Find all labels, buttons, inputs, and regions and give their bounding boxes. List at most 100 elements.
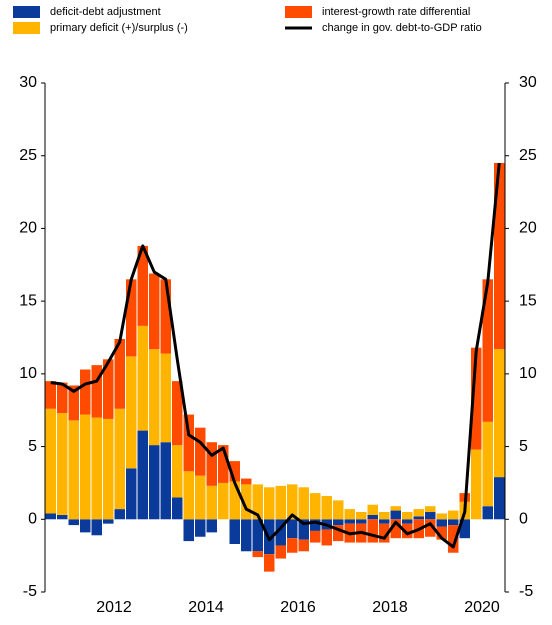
bar — [195, 519, 206, 537]
bar — [183, 414, 194, 472]
bar — [494, 162, 505, 350]
x-tick-label: 2018 — [372, 599, 408, 616]
bar — [137, 325, 148, 431]
bar — [160, 279, 171, 354]
bar — [229, 519, 240, 545]
bar — [333, 500, 344, 520]
bar — [57, 382, 68, 414]
bar — [114, 338, 125, 409]
bar — [298, 487, 309, 520]
bar — [218, 482, 229, 520]
bar — [160, 353, 171, 443]
y2-tick-label: -5 — [519, 583, 533, 600]
legend-swatch — [13, 22, 40, 34]
bar — [459, 519, 470, 539]
bar — [241, 478, 252, 485]
bar — [413, 509, 424, 517]
bar — [367, 504, 378, 515]
bar — [287, 538, 298, 553]
bar — [287, 519, 298, 539]
y-tick-label: 5 — [28, 438, 37, 455]
bar — [229, 481, 240, 520]
x-tick-label: 2016 — [280, 599, 316, 616]
bar — [379, 519, 390, 524]
bar — [229, 461, 240, 482]
bar — [57, 413, 68, 515]
bar — [344, 509, 355, 520]
bar — [436, 513, 447, 520]
bar — [264, 554, 275, 572]
bar — [471, 347, 482, 450]
legend-label: interest-growth rate differential — [322, 6, 470, 18]
y2-tick-label: 10 — [519, 365, 537, 382]
bar — [103, 418, 114, 520]
bar — [310, 493, 321, 520]
bar — [448, 510, 459, 520]
bar — [172, 381, 183, 446]
legend-label: primary deficit (+)/surplus (-) — [50, 22, 188, 34]
bar — [68, 385, 79, 421]
y2-tick-label: 5 — [519, 438, 528, 455]
bar — [275, 545, 286, 559]
bar — [91, 365, 102, 418]
bar — [310, 530, 321, 543]
bar — [195, 427, 206, 476]
bar — [482, 279, 493, 422]
y2-tick-label: 0 — [519, 511, 528, 528]
bar — [206, 519, 217, 533]
bar — [137, 245, 148, 326]
bar — [126, 279, 137, 357]
bar — [45, 513, 56, 520]
bar — [183, 519, 194, 542]
y2-tick-label: 30 — [519, 74, 537, 91]
bar — [298, 539, 309, 552]
bar — [206, 442, 217, 486]
bar — [252, 551, 263, 558]
y2-tick-label: 15 — [519, 292, 537, 309]
bar — [241, 519, 252, 552]
bar — [91, 417, 102, 520]
bar — [172, 445, 183, 498]
bar — [57, 514, 68, 520]
bar — [448, 519, 459, 526]
y-tick-label: 25 — [19, 147, 37, 164]
bar — [68, 420, 79, 520]
bar — [80, 414, 91, 520]
x-tick-label: 2014 — [188, 599, 224, 616]
bar — [252, 519, 263, 552]
bar — [448, 525, 459, 553]
bar — [367, 514, 378, 520]
bar — [390, 510, 401, 520]
bar — [45, 408, 56, 514]
bar — [494, 349, 505, 478]
bar — [494, 477, 505, 520]
y2-tick-label: 25 — [519, 147, 537, 164]
bar — [356, 512, 367, 520]
bar — [68, 519, 79, 526]
bar — [471, 449, 482, 520]
bar — [275, 519, 286, 546]
bar — [436, 526, 447, 540]
bar — [252, 484, 263, 520]
bar — [425, 512, 436, 520]
bar — [195, 475, 206, 520]
bar — [333, 525, 344, 542]
bar — [241, 484, 252, 520]
y-tick-label: 10 — [19, 365, 37, 382]
y2-tick-label: 20 — [519, 220, 537, 237]
bar — [160, 442, 171, 520]
bar — [379, 523, 390, 543]
x-tick-label: 2012 — [96, 599, 132, 616]
bar — [218, 445, 229, 483]
bar — [333, 519, 344, 526]
bar — [206, 485, 217, 520]
bar — [114, 408, 125, 510]
legend-label: deficit-debt adjustment — [50, 6, 161, 18]
bar — [425, 519, 436, 537]
bar — [402, 519, 413, 524]
bar — [356, 519, 367, 524]
bar — [390, 519, 401, 539]
bar — [103, 519, 114, 524]
bar — [137, 430, 148, 520]
